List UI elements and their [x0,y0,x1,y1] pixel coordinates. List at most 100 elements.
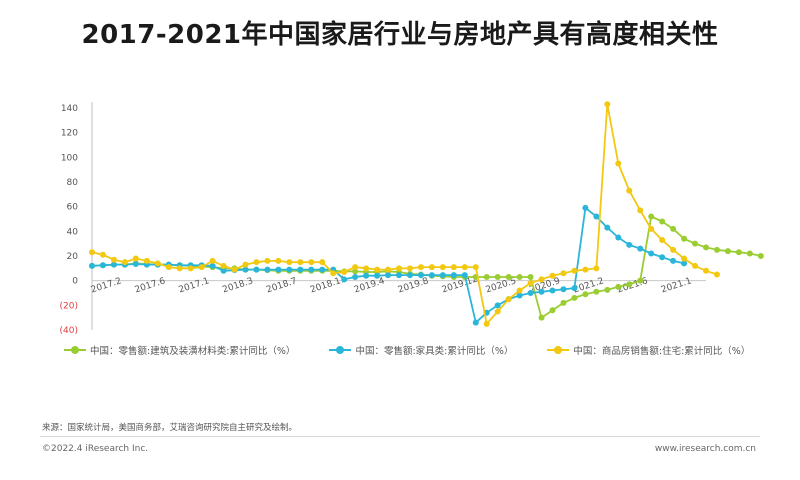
series-2-point [615,160,622,167]
footer-divider [40,436,760,437]
series-1-point [593,213,600,220]
series-1-point [132,261,139,268]
series-2-point [121,259,128,266]
series-1-point [297,266,304,273]
series-1-point [538,288,545,295]
y-tick-label: 140 [61,104,78,114]
website-link[interactable]: www.iresearch.com.cn [654,444,756,454]
series-0-point [582,291,589,298]
series-2-point [692,262,699,269]
series-0-point [505,273,512,280]
series-0-point [713,246,720,253]
series-0-point [724,248,731,255]
series-2-point [374,266,381,273]
series-1-point [352,273,359,280]
series-2-point [308,259,315,266]
series-2-point [648,225,655,232]
series-2-point [198,264,205,271]
series-2-point [637,207,644,214]
series-2-point [286,259,293,266]
series-1-point [637,245,644,252]
series-line-2 [91,103,718,325]
y-tick-label: 120 [61,129,78,139]
series-0-point [692,240,699,247]
series-1-point [659,254,666,261]
y-tick-label: (20) [60,301,78,311]
series-1-point [516,292,523,299]
series-2-point [253,259,260,266]
series-2-point [89,249,95,256]
series-1-point [571,285,578,292]
series-2-point [582,266,589,273]
series-1-point [560,286,567,293]
series-1-point [670,257,677,264]
series-2-point [571,267,578,274]
series-1-point [681,260,688,267]
x-tick-label: 2021.1 [660,276,693,295]
legend-dot [554,346,563,354]
series-0-point [494,273,501,280]
series-2-point [176,265,183,272]
series-1-point [89,262,95,269]
series-0-point [538,314,545,321]
x-tick-label: 2020.5 [485,276,518,295]
series-0-point [615,283,622,290]
series-2-point [439,264,446,271]
series-1-point [264,266,271,273]
series-2-point [220,262,227,269]
series-1-point [341,276,348,283]
series-1-point [549,287,556,294]
series-1-point [648,250,655,257]
series-1-point [626,241,633,248]
series-2-point [209,257,216,264]
series-2-point [132,255,139,262]
series-0-point [757,253,764,259]
series-0-point [560,299,567,306]
series-0-point [593,288,600,295]
series-1-point [582,204,589,211]
series-2-point [560,270,567,277]
series-1-point [242,266,249,273]
y-tick-label: 80 [67,178,79,188]
series-2-point [264,257,271,264]
legend-dot [336,346,345,354]
series-1-point [439,272,446,279]
legend-item-furniture: 中国：零售额:家具类:累计同比（%） [329,343,513,357]
y-tick-label: 60 [67,203,79,213]
series-2-point [505,296,512,303]
series-2-point [483,320,490,327]
y-tick-label: 40 [67,227,79,237]
x-tick-label: 2018.3 [221,276,254,295]
chart-title: 2017-2021年中国家居行业与房地产具有高度相关性 [81,20,719,50]
series-1-point [615,234,622,241]
series-2-point [352,264,359,271]
series-1-point [286,266,293,273]
series-0-point [352,268,359,275]
series-1-point [253,266,260,273]
series-1-point [472,319,479,326]
legend-dot [71,346,79,354]
legend-item-housing-sales: 中国：商品房销售额:住宅:累计同比（%） [547,343,750,357]
series-0-point [703,244,709,251]
series-1-point [461,272,468,279]
series-0-point [604,286,611,293]
series-1-point [99,262,106,269]
legend-item-building-materials: 中国：零售额:建筑及装潢材料类:累计同比（%） [64,343,295,357]
series-2-point [670,246,677,253]
series-2-point [703,267,709,274]
series-2-point [604,101,611,108]
series-2-point [681,255,688,262]
chart-legend: 中国：零售额:建筑及装潢材料类:累计同比（%） 中国：零售额:家具类:累计同比（… [64,340,764,360]
series-2-point [341,269,348,276]
x-tick-label: 2017.1 [178,276,211,295]
series-2-point [330,270,337,277]
series-1-point [450,272,457,279]
series-2-point [110,256,117,263]
series-2-point [626,187,633,194]
x-tick-label: 2019.8 [397,276,430,295]
series-1-point [275,266,282,273]
series-2-point [450,264,457,271]
series-0-point [735,249,742,256]
series-2-point [396,265,402,272]
y-tick-label: 20 [67,252,79,262]
